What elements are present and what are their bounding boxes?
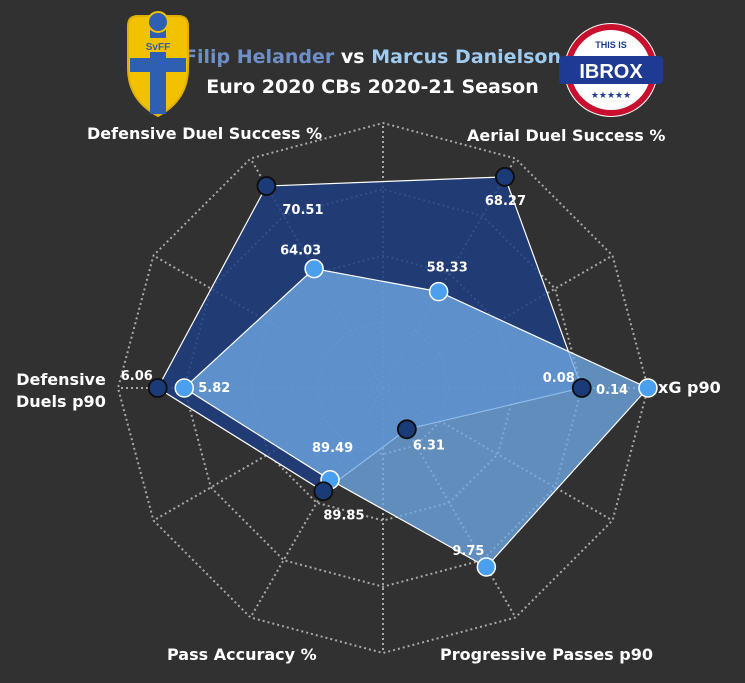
grid-spoke-6: [153, 254, 384, 389]
series-1-value-label-6: 6.31: [413, 438, 445, 453]
grid-spoke-12: [382, 387, 613, 522]
series-2-point-3: [304, 258, 324, 279]
player1-name: Filip Helander: [184, 46, 335, 68]
ibrox-stars: ★★★★★: [591, 91, 631, 101]
series-2-value-label-5: 89.49: [312, 441, 353, 456]
series-2-value-label-4: 5.82: [198, 381, 230, 396]
series-2-point-6: [476, 557, 497, 577]
grid-spoke-8: [153, 387, 384, 522]
series-1-point-2: [494, 166, 515, 187]
series-2-point-1: [638, 378, 658, 398]
axis-label-defensive-duel-success: Defensive Duel Success %: [87, 124, 323, 143]
series-1-point-5: [313, 481, 334, 502]
player2-name: Marcus Danielson: [371, 46, 561, 68]
axis-label-xg-p90: xG p90: [658, 378, 721, 397]
grid-ring-4: [116, 121, 650, 655]
series-1-value-label-4: 6.06: [121, 369, 153, 384]
series-1-point-3: [256, 176, 277, 196]
series-1-point-4: [147, 378, 168, 398]
axis-label-pass-accuracy: Pass Accuracy %: [167, 645, 317, 664]
series-2-point-4: [174, 378, 194, 398]
axis-label-progressive-passes-p90: Progressive Passes p90: [440, 645, 653, 664]
chart-subtitle: Euro 2020 CBs 2020-21 Season: [206, 76, 539, 98]
grid-spoke-2: [382, 254, 613, 389]
title-vs: vs: [340, 46, 365, 68]
crest-text: SvFF: [146, 42, 170, 53]
series-1-point-1: [571, 378, 592, 398]
series-2-point-2: [428, 281, 449, 302]
axis-label-defensive-duels-p90: Defensive Duels p90: [16, 370, 106, 411]
radar-series: [147, 166, 658, 577]
radar-value-labels: 0.08 68.27 70.51 6.06 89.85 6.31 0.14 58.33 64.0…: [121, 194, 628, 559]
series-2-value-label-3: 64.03: [280, 244, 321, 259]
series-1-value-label-5: 89.85: [323, 508, 364, 523]
ibrox-logo: THIS IS IBROX ★★★★★: [559, 23, 663, 117]
series-1-value-label-3: 70.51: [282, 203, 323, 218]
series-2-value-label-1: 0.14: [596, 383, 628, 398]
grid-spoke-11: [382, 387, 517, 618]
chart-title: Filip Helander vs Marcus Danielson: [0, 46, 745, 68]
series-2-value-label-6: 9.75: [452, 544, 484, 559]
axis-label-aerial-duel-success: Aerial Duel Success %: [467, 126, 666, 145]
grid-spoke-9: [249, 387, 384, 618]
series-2-value-label-2: 58.33: [427, 261, 468, 276]
series-1-value-label-1: 0.08: [543, 371, 575, 386]
ibrox-main-text: IBROX: [579, 61, 643, 83]
swedish-fa-crest: SvFF: [127, 11, 189, 118]
series-1-point-6: [396, 419, 417, 440]
ibrox-top-text: THIS IS: [595, 40, 627, 50]
series-1-value-label-2: 68.27: [485, 194, 526, 209]
